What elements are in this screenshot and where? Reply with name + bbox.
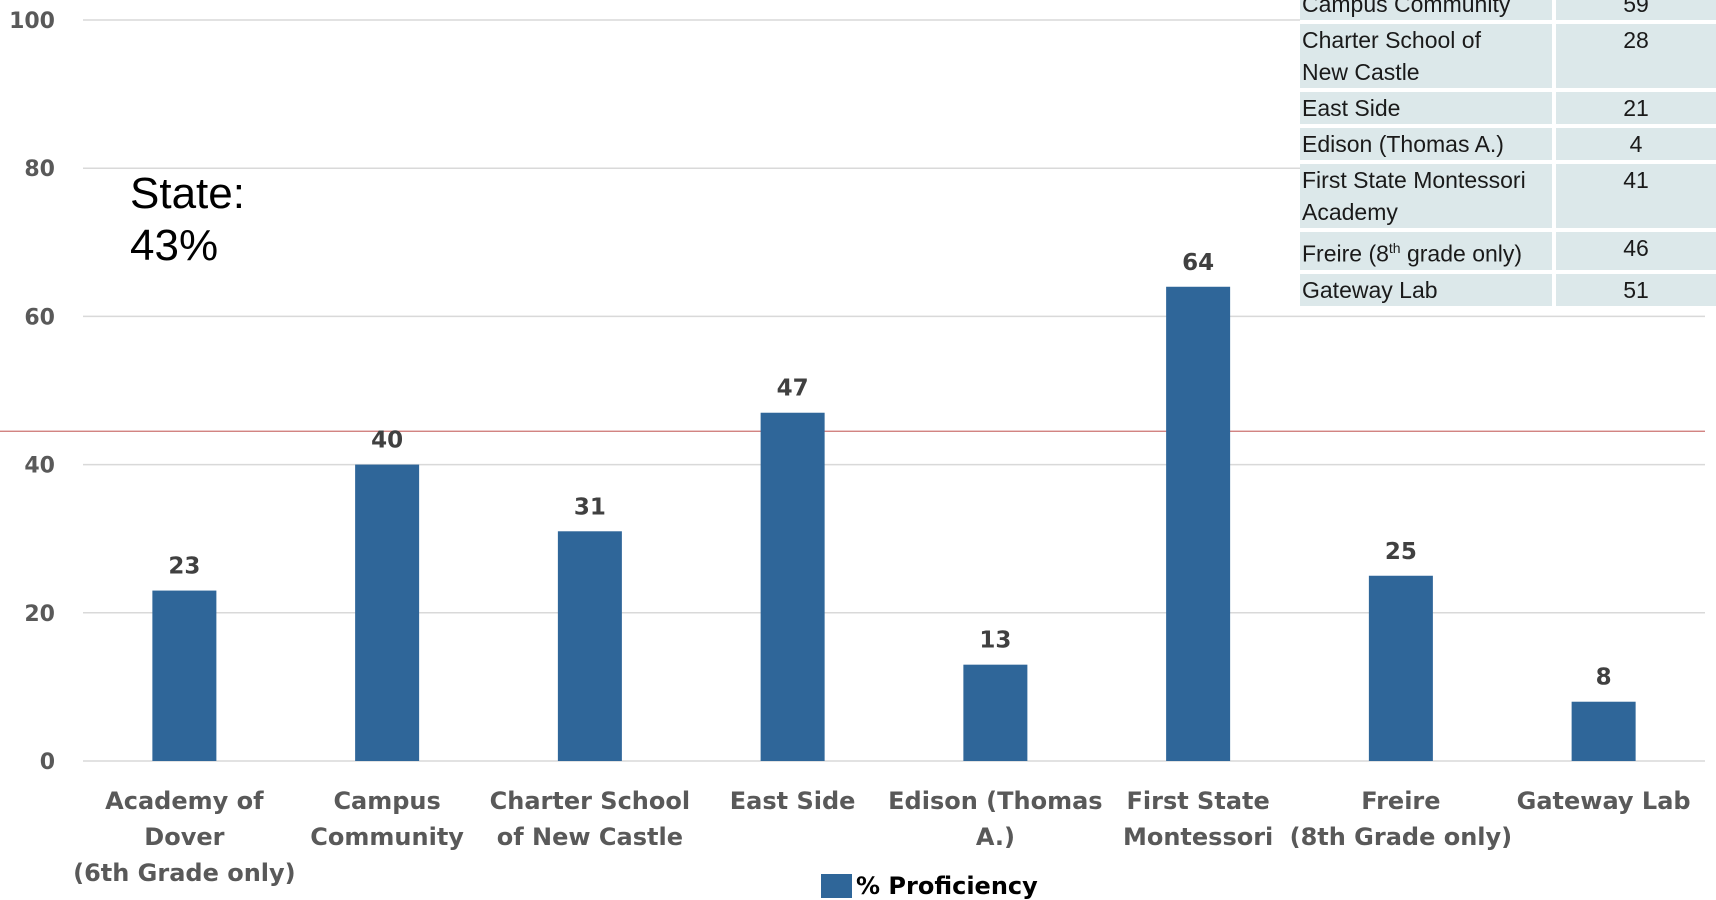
y-tick-label: 80 (24, 157, 55, 182)
category-label: East Side (730, 787, 856, 815)
inset-table-row: East Side 21 (1300, 90, 1716, 128)
bar (152, 590, 217, 761)
state-note-value: 43% (130, 221, 219, 270)
category-label-line: Dover (144, 823, 224, 851)
category-label: Gateway Lab (1517, 787, 1691, 815)
data-label: 13 (979, 628, 1011, 654)
school-name-cell: Gateway Lab (1300, 271, 1556, 310)
y-tick-label: 100 (9, 9, 55, 34)
data-label: 23 (168, 554, 200, 580)
value-cell: 46 (1554, 230, 1716, 274)
school-name-text: grade only) (1400, 240, 1523, 267)
category-label-line: Community (310, 823, 464, 851)
inset-table-row: Gateway Lab 51 (1300, 271, 1716, 310)
bar (760, 412, 825, 761)
data-label: 64 (1182, 250, 1214, 276)
category-label: Academy of Dover (6th Grade only) (73, 787, 296, 887)
school-name-text: Freire (8 (1302, 240, 1389, 267)
data-label: 31 (574, 494, 606, 520)
school-name-line: Gateway Lab (1302, 276, 1438, 303)
category-label-line: of New Castle (497, 823, 683, 851)
school-name-line: Campus Community (1302, 0, 1511, 17)
value-cell: 51 (1554, 271, 1716, 310)
category-label-line: Montessori (1123, 823, 1273, 851)
inset-table-row: Freire (8th grade only) 46 (1300, 230, 1716, 274)
legend-swatch (821, 874, 852, 898)
chart-legend: % Proficiency (821, 872, 1038, 900)
inset-table-row: Campus Community 59 (1300, 0, 1716, 24)
value-cell: 41 (1554, 162, 1716, 232)
category-label-line: Gateway Lab (1517, 787, 1691, 815)
category-label-line: Freire (1361, 787, 1440, 815)
bar (1571, 701, 1636, 761)
value-cell: 28 (1554, 22, 1716, 92)
bar (963, 664, 1028, 761)
inset-table-row: First State Montessori Academy 41 (1300, 162, 1716, 232)
value-cell: 21 (1554, 90, 1716, 128)
bar (557, 531, 622, 761)
category-label-line: (6th Grade only) (73, 859, 296, 887)
category-label-line: (8th Grade only) (1290, 823, 1513, 851)
school-name-cell: First State Montessori Academy (1300, 162, 1556, 232)
data-label: 8 (1596, 665, 1612, 691)
category-label: Edison (Thomas A.) (888, 787, 1102, 851)
category-label: Freire (8th Grade only) (1290, 787, 1513, 851)
category-label-line: East Side (730, 787, 856, 815)
school-name-line: Academy (1302, 199, 1398, 225)
y-tick-label: 20 (24, 602, 55, 627)
y-tick-label: 40 (24, 454, 55, 479)
inset-table-body: Campus Community 59 Charter School of New C… (1300, 0, 1716, 310)
category-label-line: Campus (333, 787, 440, 815)
inset-table-row: Charter School of New Castle 28 (1300, 22, 1716, 92)
school-name-cell: Charter School of New Castle (1300, 22, 1556, 92)
inset-table-row: Edison (Thomas A.) 4 (1300, 126, 1716, 164)
category-label: Charter School of New Castle (490, 787, 690, 851)
ordinal-superscript: th (1388, 240, 1401, 256)
category-label: Campus Community (310, 787, 464, 851)
category-label-line: Academy of (105, 787, 264, 815)
inset-data-table: Campus Community 59 Charter School of New C… (1300, 0, 1716, 310)
category-label-line: A.) (976, 823, 1015, 851)
category-label: First State Montessori (1123, 787, 1273, 851)
school-name-line: Charter School of (1302, 27, 1481, 53)
category-label-line: First State (1126, 787, 1269, 815)
value-cell: 59 (1554, 0, 1716, 24)
y-tick-label: 60 (24, 305, 55, 330)
data-label: 47 (777, 376, 809, 402)
x-axis-category-labels: Academy of Dover (6th Grade only) Campus Com… (73, 787, 1691, 887)
bar (1368, 575, 1433, 761)
gridlines (83, 19, 1705, 762)
data-labels: 23 40 31 47 13 64 25 8 (168, 250, 1611, 691)
value-cell: 4 (1554, 126, 1716, 164)
category-label-line: Edison (Thomas (888, 787, 1102, 815)
school-name-line: First State Montessori (1302, 167, 1526, 193)
bar (1166, 286, 1231, 761)
state-note-label: State: (130, 169, 245, 218)
state-average-note: State: 43% (130, 168, 245, 272)
school-name-line: New Castle (1302, 59, 1420, 85)
data-label: 40 (371, 428, 403, 454)
school-name-cell: East Side (1300, 90, 1556, 128)
legend-label: % Proficiency (856, 872, 1038, 900)
y-tick-label: 0 (40, 750, 55, 775)
bars (152, 286, 1636, 761)
school-name-cell: Freire (8th grade only) (1300, 230, 1556, 274)
data-label: 25 (1385, 539, 1417, 565)
y-axis-tick-labels: 0 20 40 60 80 100 (9, 9, 55, 775)
category-label-line: Charter School (490, 787, 690, 815)
bar (355, 464, 420, 761)
school-name-cell: Campus Community (1300, 0, 1556, 24)
school-name-cell: Edison (Thomas A.) (1300, 126, 1556, 164)
school-name-line: Edison (Thomas A.) (1302, 131, 1504, 157)
school-name-line: East Side (1302, 95, 1401, 121)
